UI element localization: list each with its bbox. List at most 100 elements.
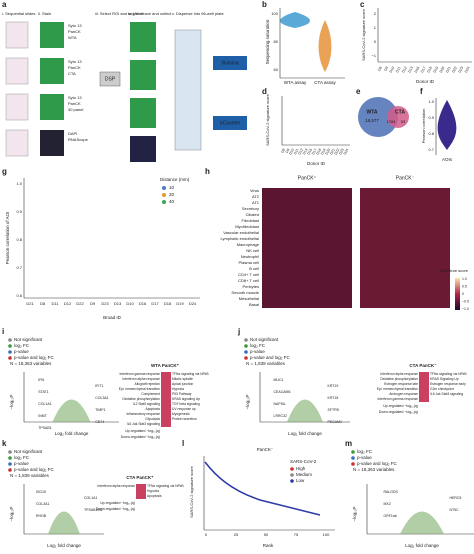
violin-shape xyxy=(437,100,457,150)
venn-label: CTA xyxy=(395,109,405,115)
axis-title: Log₂ fold change xyxy=(288,431,322,436)
scale-label: Down-regulated −log₁₀(q) xyxy=(379,410,418,414)
panel-letter: c xyxy=(360,0,365,9)
legend-swatch xyxy=(351,456,355,460)
legend-swatch xyxy=(290,479,294,483)
legend-label: log₂ FC xyxy=(357,449,373,454)
panel-letter: j xyxy=(237,327,240,336)
step-label: v. Dispense into 96-well plate xyxy=(172,11,225,16)
row-label: Fibroblast xyxy=(241,218,259,223)
x-tick-label: D21 xyxy=(26,301,34,306)
x-tick-label: D13 xyxy=(302,148,309,156)
legend-swatch xyxy=(351,450,355,454)
x-tick-label: D8 xyxy=(280,148,286,154)
term-label: IL6 Jak Stat3 signaling xyxy=(127,422,160,426)
legend-label: log₂ FC xyxy=(250,343,266,348)
term-label: Glycolysis xyxy=(145,417,160,421)
gene-label: COL3A1 xyxy=(36,502,49,506)
legend-label: log₂ FC xyxy=(14,455,30,460)
x-tick-label: D12 xyxy=(401,66,408,74)
row-label: Mesothelial xyxy=(239,296,259,301)
legend-label: Not significant xyxy=(250,337,279,342)
legend-label: 10 xyxy=(169,185,175,190)
gene-label: ORF1ab xyxy=(384,514,397,518)
gene-label: ISG15 xyxy=(36,490,46,494)
y-tick-label: 1.0 xyxy=(428,99,434,104)
panel-letter: d xyxy=(262,87,267,96)
legend-label: p-value xyxy=(14,461,29,466)
x-tick-label: D17 xyxy=(420,66,427,74)
axis-title: −log₁₀P xyxy=(9,506,14,521)
term-label: Apoptosis xyxy=(147,494,162,498)
panel-letter: g xyxy=(2,167,7,176)
row-label: AT1 xyxy=(252,200,260,205)
term-label: P53 Pathway xyxy=(172,392,192,396)
y-tick-label: 60 xyxy=(274,67,279,72)
dsp-label: DSP xyxy=(105,76,116,82)
panel-letter: f xyxy=(420,87,423,96)
stain-label: PanCK xyxy=(68,29,81,34)
group-label: PanCK⁻ xyxy=(396,175,415,181)
row-label: Myofibroblast xyxy=(235,224,260,229)
axis-title: Pearson correlation xyxy=(421,109,426,144)
panel-title: PanCK⁻ xyxy=(257,447,274,452)
panel-letter: m xyxy=(345,439,352,448)
axis-title: SARS-CoV-2 signature score xyxy=(265,93,270,146)
x-tick-label: D17 xyxy=(311,148,318,156)
row-label: Vascular endothelial xyxy=(223,230,259,235)
scale-label: Down-regulated −log₁₀(q) xyxy=(121,435,160,439)
term-label: IL2 Stat5 signaling xyxy=(133,402,160,406)
x-tick-label: D18 xyxy=(164,301,172,306)
term-label: Androgen response xyxy=(389,392,418,396)
term-bars xyxy=(161,372,171,427)
x-tick-label: 50 xyxy=(264,532,269,537)
x-tick-label: D9 xyxy=(285,148,291,154)
x-tick-label: D11 xyxy=(51,301,59,306)
stain-label: PanCK xyxy=(68,65,81,70)
legend-swatch xyxy=(162,186,166,190)
legend-title: SARS-CoV-2 xyxy=(290,459,317,464)
gene-label: NAPSA xyxy=(274,402,287,406)
axis-title: −log₁₀P xyxy=(245,394,250,409)
legend-swatch xyxy=(290,467,294,471)
gene-label: RHOB xyxy=(36,514,47,518)
x-tick-label: D21 xyxy=(445,66,452,74)
variable-count: N = 18,363 variables xyxy=(353,467,395,472)
x-tick-label: 100 xyxy=(323,532,330,537)
row-label: Macrophage xyxy=(237,242,260,247)
point-cloud xyxy=(52,399,91,422)
gene-label: RALGDS xyxy=(384,490,399,494)
x-tick-label: 25 xyxy=(234,532,239,537)
legend-label: 40 xyxy=(169,199,175,204)
venn-label: WTA xyxy=(366,109,377,115)
y-tick-label: 0 xyxy=(374,39,377,44)
legend-swatch xyxy=(8,356,12,360)
term-label: Interferon alpha response xyxy=(97,484,135,488)
axis-title: SARS-CoV-2 signature score xyxy=(361,8,366,61)
output-label: Illumina xyxy=(221,60,238,66)
point-cloud xyxy=(400,511,444,534)
term-label: KRAS signaling Up xyxy=(172,397,200,401)
point-cloud xyxy=(287,399,323,422)
scale-label: Up-regulated −log₁₀(q) xyxy=(383,404,418,408)
rank-curve xyxy=(204,461,321,516)
axis-title: Sequencing saturation xyxy=(265,19,270,64)
step-label: ii. Stain xyxy=(38,11,51,16)
x-tick-label: D20 xyxy=(439,66,446,74)
venn-count: 53 xyxy=(401,119,406,124)
axis-title: Donor ID xyxy=(307,161,326,166)
legend-swatch xyxy=(8,462,12,466)
legend-label: p-value xyxy=(14,349,29,354)
x-tick-label: D13 xyxy=(407,66,414,74)
gene-label: MUC1 xyxy=(274,378,284,382)
scale-label: Up-regulated −log₁₀(q) xyxy=(100,501,135,505)
x-tick-label: D18 xyxy=(316,148,323,156)
panel-letter: e xyxy=(356,87,361,96)
term-label: Inflammatory response xyxy=(126,412,160,416)
legend-swatch xyxy=(8,338,12,342)
enrichment-title: CTA PanCK⁺ xyxy=(126,475,154,480)
legend-swatch xyxy=(244,338,248,342)
stain-label: DAPI xyxy=(68,131,77,136)
axis-title: Broad ID xyxy=(103,315,122,320)
x-tick-label: D21 xyxy=(329,148,336,156)
